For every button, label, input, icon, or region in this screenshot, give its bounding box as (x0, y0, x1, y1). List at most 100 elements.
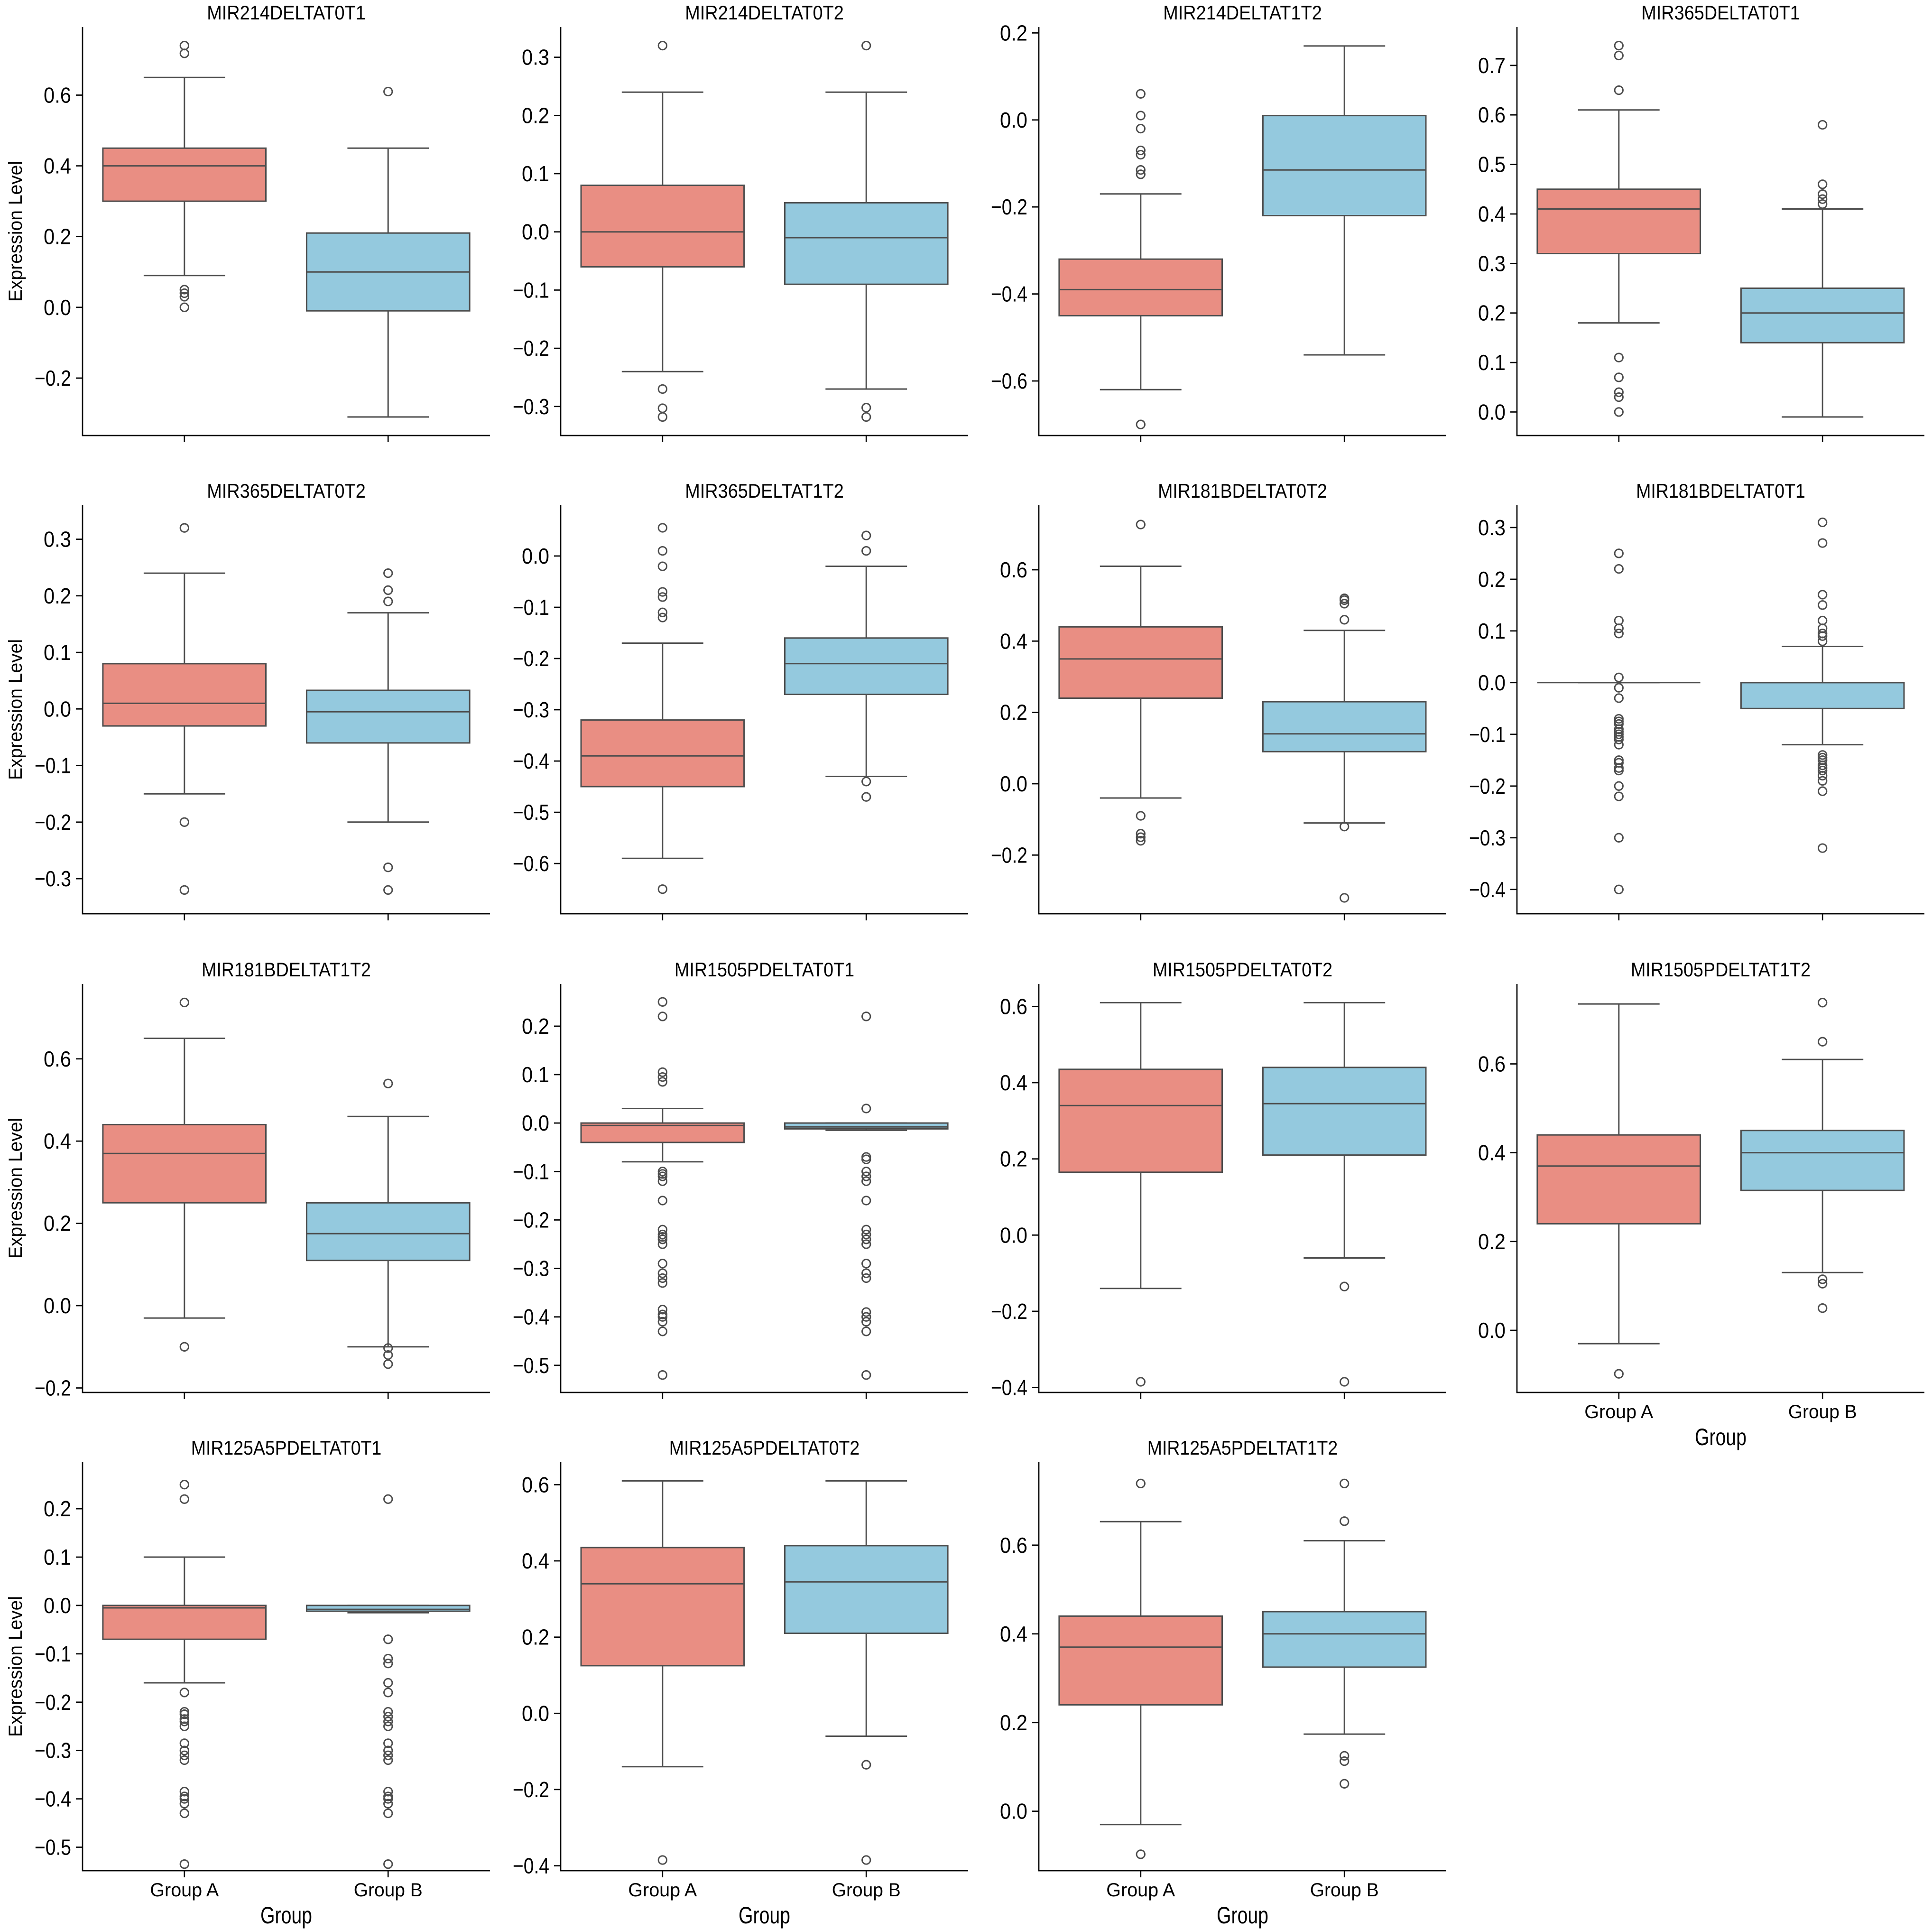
svg-text:−0.1: −0.1 (35, 1642, 71, 1666)
svg-text:−0.5: −0.5 (513, 800, 549, 825)
svg-text:0.6: 0.6 (44, 83, 71, 108)
svg-text:MIR214DELTAT1T2: MIR214DELTAT1T2 (1163, 1, 1322, 24)
svg-text:0.7: 0.7 (1478, 53, 1506, 78)
svg-text:0.1: 0.1 (1478, 619, 1506, 643)
svg-text:−0.2: −0.2 (35, 1376, 71, 1401)
svg-text:0.4: 0.4 (44, 1129, 71, 1153)
svg-text:−0.4: −0.4 (1469, 877, 1506, 902)
svg-text:0.0: 0.0 (522, 1701, 549, 1726)
svg-text:0.2: 0.2 (44, 224, 71, 249)
svg-text:−0.3: −0.3 (513, 394, 549, 419)
svg-text:−0.4: −0.4 (991, 282, 1027, 306)
svg-text:Group: Group (739, 1902, 790, 1929)
svg-text:0.2: 0.2 (44, 1211, 71, 1236)
svg-text:Group: Group (260, 1902, 312, 1929)
svg-text:0.6: 0.6 (1000, 994, 1027, 1019)
svg-text:0.2: 0.2 (1000, 20, 1027, 45)
svg-text:0.0: 0.0 (1478, 399, 1506, 424)
svg-text:0.0: 0.0 (1000, 108, 1027, 132)
svg-text:−0.2: −0.2 (513, 336, 549, 361)
svg-text:−0.5: −0.5 (35, 1835, 71, 1860)
svg-text:Expression Level: Expression Level (5, 639, 26, 780)
svg-text:0.2: 0.2 (1478, 1229, 1506, 1254)
svg-text:MIR1505PDELTAT1T2: MIR1505PDELTAT1T2 (1631, 958, 1811, 981)
svg-text:Group B: Group B (832, 1880, 901, 1901)
svg-text:−0.2: −0.2 (991, 1299, 1027, 1324)
svg-text:0.0: 0.0 (1000, 1799, 1027, 1824)
svg-text:MIR214DELTAT0T2: MIR214DELTAT0T2 (685, 1, 844, 24)
svg-text:MIR1505PDELTAT0T2: MIR1505PDELTAT0T2 (1153, 958, 1332, 981)
svg-text:0.6: 0.6 (1478, 1052, 1506, 1076)
svg-text:0.4: 0.4 (1000, 1070, 1027, 1095)
svg-text:−0.2: −0.2 (513, 1207, 549, 1232)
svg-text:−0.5: −0.5 (513, 1353, 549, 1378)
svg-text:Group B: Group B (1310, 1880, 1379, 1901)
svg-text:Group A: Group A (1584, 1401, 1653, 1422)
svg-text:0.3: 0.3 (522, 45, 549, 70)
svg-text:MIR125A5PDELTAT0T1: MIR125A5PDELTAT0T1 (191, 1437, 381, 1459)
svg-text:0.2: 0.2 (1000, 1147, 1027, 1171)
svg-text:−0.3: −0.3 (513, 697, 549, 722)
svg-text:−0.4: −0.4 (35, 1787, 71, 1811)
svg-text:Expression Level: Expression Level (5, 161, 26, 302)
svg-text:MIR365DELTAT0T1: MIR365DELTAT0T1 (1641, 1, 1800, 24)
svg-text:−0.3: −0.3 (513, 1256, 549, 1281)
svg-text:−0.2: −0.2 (35, 366, 71, 390)
svg-text:−0.4: −0.4 (513, 1854, 549, 1878)
svg-text:−0.2: −0.2 (35, 1690, 71, 1715)
svg-text:−0.1: −0.1 (513, 595, 549, 620)
svg-text:0.0: 0.0 (1478, 1318, 1506, 1343)
svg-text:0.2: 0.2 (522, 103, 549, 128)
svg-text:0.0: 0.0 (44, 696, 71, 721)
svg-text:−0.1: −0.1 (513, 278, 549, 302)
svg-text:−0.2: −0.2 (991, 195, 1027, 219)
svg-text:0.0: 0.0 (44, 295, 71, 320)
svg-text:MIR181BDELTAT1T2: MIR181BDELTAT1T2 (202, 958, 371, 981)
svg-text:MIR125A5PDELTAT0T2: MIR125A5PDELTAT0T2 (669, 1437, 860, 1459)
svg-text:0.0: 0.0 (44, 1293, 71, 1318)
svg-text:0.1: 0.1 (522, 1062, 549, 1087)
svg-text:−0.1: −0.1 (513, 1159, 549, 1184)
svg-text:0.4: 0.4 (44, 154, 71, 178)
svg-text:0.6: 0.6 (1000, 1533, 1027, 1558)
svg-text:0.2: 0.2 (1478, 301, 1506, 325)
svg-text:−0.2: −0.2 (513, 646, 549, 671)
svg-text:0.0: 0.0 (1000, 771, 1027, 796)
svg-text:0.6: 0.6 (44, 1047, 71, 1071)
svg-text:0.2: 0.2 (44, 1496, 71, 1521)
svg-text:−0.6: −0.6 (991, 369, 1027, 393)
svg-text:0.0: 0.0 (522, 1111, 549, 1135)
svg-text:Group: Group (1217, 1902, 1268, 1929)
svg-text:0.3: 0.3 (44, 527, 71, 552)
svg-text:Group B: Group B (354, 1880, 423, 1901)
svg-text:MIR181BDELTAT0T1: MIR181BDELTAT0T1 (1636, 480, 1805, 502)
svg-text:0.1: 0.1 (522, 161, 549, 186)
svg-text:−0.4: −0.4 (991, 1375, 1027, 1400)
svg-text:Group: Group (1695, 1424, 1747, 1450)
svg-text:Group A: Group A (628, 1880, 697, 1901)
svg-text:0.0: 0.0 (1478, 670, 1506, 695)
svg-text:Expression Level: Expression Level (5, 1596, 26, 1737)
svg-text:MIR1505PDELTAT0T1: MIR1505PDELTAT0T1 (675, 958, 854, 981)
svg-text:0.0: 0.0 (522, 220, 549, 244)
svg-text:0.1: 0.1 (44, 640, 71, 665)
svg-text:−0.3: −0.3 (35, 866, 71, 891)
svg-text:0.4: 0.4 (1000, 1622, 1027, 1646)
svg-text:−0.2: −0.2 (1469, 774, 1506, 798)
svg-text:0.5: 0.5 (1478, 152, 1506, 177)
svg-text:MIR365DELTAT0T2: MIR365DELTAT0T2 (207, 480, 366, 502)
svg-text:−0.1: −0.1 (35, 753, 71, 778)
svg-text:0.0: 0.0 (44, 1593, 71, 1618)
svg-text:0.2: 0.2 (1478, 567, 1506, 592)
svg-text:0.6: 0.6 (522, 1472, 549, 1497)
svg-text:0.4: 0.4 (522, 1549, 549, 1573)
svg-text:−0.2: −0.2 (35, 810, 71, 835)
svg-text:0.6: 0.6 (1000, 557, 1027, 582)
svg-text:−0.3: −0.3 (1469, 826, 1506, 850)
svg-text:0.2: 0.2 (522, 1014, 549, 1039)
svg-text:−0.2: −0.2 (513, 1777, 549, 1802)
svg-text:−0.1: −0.1 (1469, 722, 1506, 747)
svg-text:−0.2: −0.2 (991, 843, 1027, 867)
svg-text:−0.6: −0.6 (513, 851, 549, 876)
svg-text:0.0: 0.0 (522, 544, 549, 568)
